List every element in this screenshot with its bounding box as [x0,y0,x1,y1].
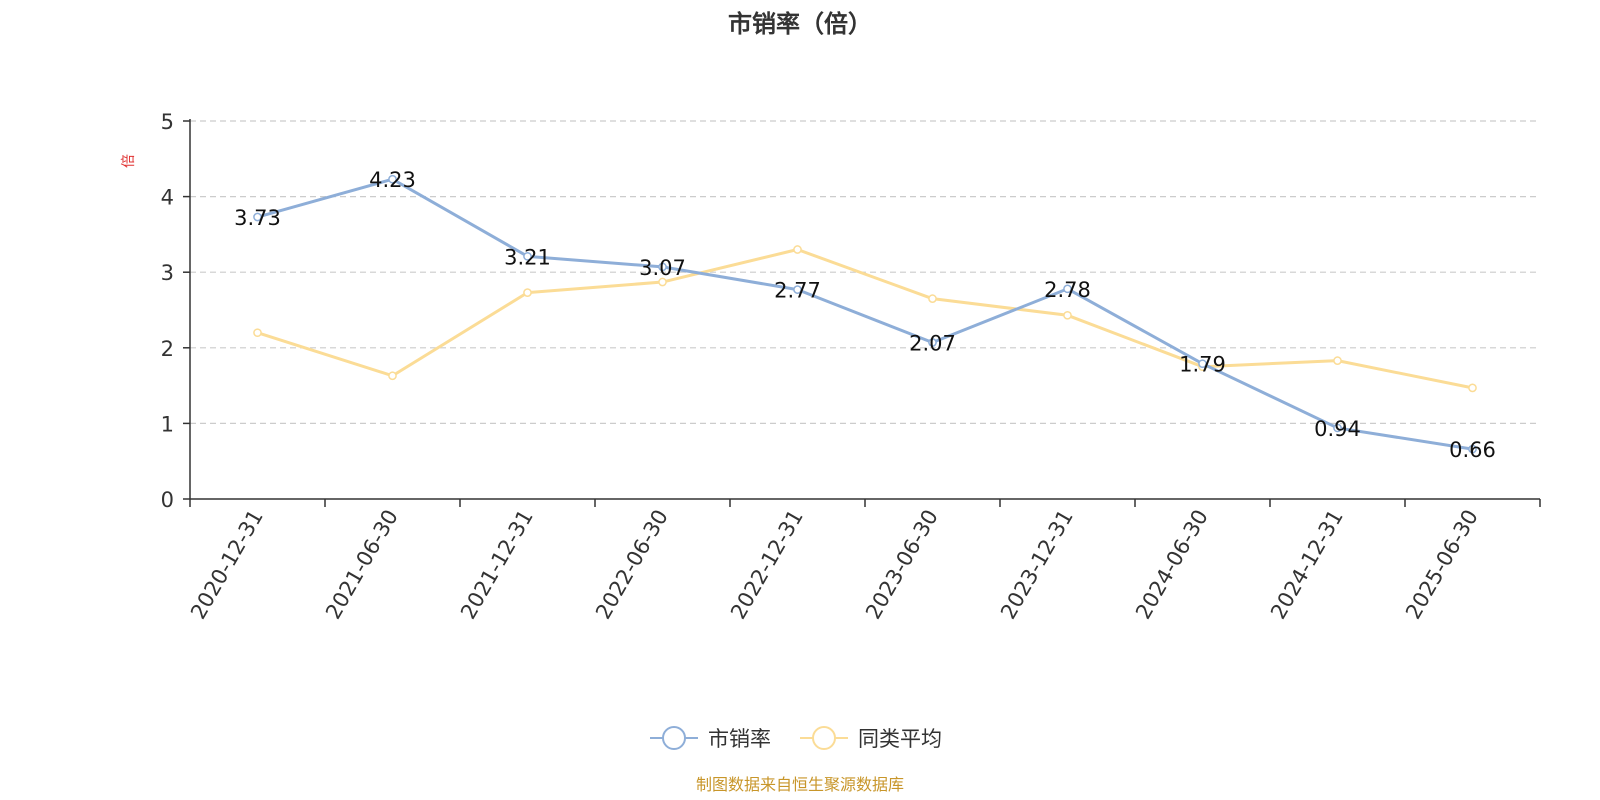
chart-title: 市销率（倍） [728,10,872,38]
data-point[interactable] [253,328,262,338]
legend-marker-icon [812,726,836,750]
data-point[interactable] [658,262,667,272]
data-point[interactable] [1063,284,1072,294]
x-tick-label: 2021-12-31 [456,506,538,624]
data-label: 3.21 [504,245,551,269]
data-point[interactable] [1333,356,1342,366]
y-tick-label: 5 [161,110,174,134]
data-point[interactable] [388,371,397,381]
data-point[interactable] [1468,383,1477,393]
data-point[interactable] [928,338,937,347]
data-labels: 3.73 4.23 3.21 3.07 2.77 2.07 2.78 1.79 0.94 0.66 [234,168,1496,462]
x-tick-label: 2024-12-31 [1266,506,1348,624]
legend[interactable]: 市销率 同类平均 [650,726,942,751]
data-label: 4.23 [369,168,416,192]
legend-marker-icon [662,726,686,750]
y-tick-label: 2 [161,337,174,361]
series-line [257,177,1473,451]
data-point[interactable] [523,288,532,297]
data-point[interactable] [388,174,397,184]
y-tick-label: 3 [161,261,174,285]
series-line [257,248,1473,390]
x-tick-label: 2023-06-30 [861,506,943,624]
data-point[interactable] [1198,359,1207,369]
x-tick-label: 2022-12-31 [726,506,808,624]
x-tick-label: 2020-12-31 [186,506,268,624]
data-point[interactable] [1333,423,1342,433]
y-axis-label: 倍 [121,154,137,168]
series-lines [253,174,1477,454]
data-label: 0.94 [1314,417,1361,441]
data-point[interactable] [523,251,532,261]
x-tick-label: 2021-06-30 [321,506,403,624]
x-tick-label: 2022-06-30 [591,506,673,624]
x-tick-label: 2025-06-30 [1401,506,1483,624]
data-label: 0.66 [1449,438,1496,462]
data-source-note: 制图数据来自恒生聚源数据库 [696,775,904,794]
data-point[interactable] [658,277,667,287]
data-point[interactable] [793,285,802,294]
data-label: 1.79 [1179,353,1226,377]
data-label: 2.78 [1044,278,1091,302]
legend-label: 市销率 [708,727,771,751]
data-label: 2.07 [909,332,956,356]
grid-lines [190,120,1540,424]
legend-label: 同类平均 [858,727,942,751]
data-point[interactable] [1063,310,1072,320]
data-point[interactable] [793,245,802,254]
data-label: 3.07 [639,256,686,280]
data-label: 3.73 [234,206,281,230]
data-point[interactable] [253,212,262,222]
legend-item[interactable]: 同类平均 [800,726,942,751]
legend-item[interactable]: 市销率 [650,726,771,751]
data-point[interactable] [1468,444,1477,454]
y-tick-label: 0 [161,488,174,512]
y-tick-label: 4 [161,186,174,210]
data-point[interactable] [928,294,937,304]
y-tick-label: 1 [161,412,174,436]
data-label: 2.77 [774,279,821,303]
x-tick-label: 2023-12-31 [996,506,1078,624]
x-tick-label: 2024-06-30 [1131,506,1213,624]
